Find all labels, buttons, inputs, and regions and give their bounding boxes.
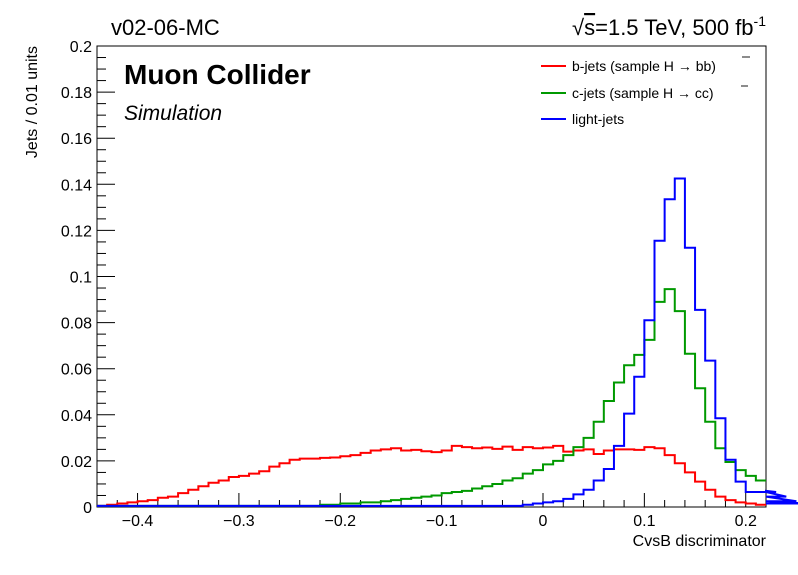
bb-bar-quark: bb <box>696 58 712 74</box>
x-tick-label: −0.2 <box>324 513 356 530</box>
lumi-exponent: -1 <box>754 13 767 29</box>
svg-text:light-jets: light-jets <box>572 111 624 127</box>
x-tick-label: 0 <box>539 513 548 530</box>
y-tick-label: 0.16 <box>61 131 92 148</box>
cc-bar-quark: cc <box>695 85 709 101</box>
experiment-label: Muon Collider <box>124 59 311 90</box>
y-tick-label: 0.08 <box>61 316 92 333</box>
series-line-2 <box>97 177 798 507</box>
y-tick-label: 0.02 <box>61 454 92 471</box>
y-tick-label: 0 <box>83 500 92 517</box>
x-tick-label: −0.3 <box>223 513 255 530</box>
legend-entry-light-jets: light-jets <box>541 111 624 127</box>
energy-text: =1.5 TeV, 500 fb <box>595 15 753 40</box>
legend-entry-c-jets: c-jets (sample H → cc) <box>541 85 748 101</box>
svg-text:c-jets (sample H → cc): c-jets (sample H → cc) <box>572 85 714 101</box>
y-tick-label: 0.04 <box>61 408 92 425</box>
x-tick-label: −0.4 <box>122 513 154 530</box>
y-tick-label: 0.18 <box>61 85 92 102</box>
energy-s: s <box>584 15 595 40</box>
series-layer <box>97 177 798 507</box>
energy-luminosity-label: √s=1.5 TeV, 500 fb-1 <box>572 13 766 40</box>
sqrt-symbol: √ <box>572 15 585 40</box>
y-axis-label: Jets / 0.01 units <box>24 46 41 158</box>
version-label: v02-06-MC <box>111 15 220 40</box>
series-line-1 <box>97 288 766 507</box>
y-tick-label: 0.06 <box>61 362 92 379</box>
series-line-0 <box>97 444 766 507</box>
svg-text:√s=1.5 TeV, 500 fb-1: √s=1.5 TeV, 500 fb-1 <box>572 13 766 40</box>
x-tick-label: 0.1 <box>633 513 655 530</box>
y-tick-label: 0.12 <box>61 223 92 240</box>
legend-entry-b-jets: b-jets (sample H → bb) <box>541 56 750 74</box>
axis-ticks: 0 0.02 0.04 0.06 0.08 0.1 0.12 0.14 0.16 0.18 0.2 −… <box>61 39 767 530</box>
legend: b-jets (sample H → bb) c-jets (sample H … <box>541 56 750 127</box>
y-tick-label: 0.2 <box>70 39 92 56</box>
y-tick-label: 0.1 <box>70 270 92 287</box>
x-tick-label: 0.2 <box>735 513 757 530</box>
x-axis-label: CvsB discriminator <box>633 533 767 550</box>
simulation-label: Simulation <box>124 102 222 125</box>
x-tick-label: −0.1 <box>426 513 458 530</box>
y-tick-label: 0.14 <box>61 177 92 194</box>
svg-text:b-jets (sample H → bb): b-jets (sample H → bb) <box>572 58 716 74</box>
